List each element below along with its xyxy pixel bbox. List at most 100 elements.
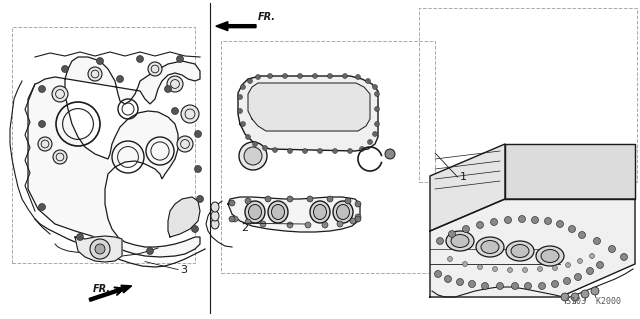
Circle shape	[147, 248, 154, 255]
Circle shape	[244, 147, 262, 165]
Circle shape	[322, 222, 328, 228]
Circle shape	[265, 196, 271, 202]
Circle shape	[367, 139, 372, 145]
Ellipse shape	[245, 201, 265, 223]
Text: 2: 2	[241, 223, 248, 233]
Polygon shape	[75, 236, 122, 262]
Ellipse shape	[541, 249, 559, 263]
Ellipse shape	[211, 211, 219, 221]
Circle shape	[303, 149, 307, 153]
Circle shape	[241, 122, 246, 127]
Circle shape	[237, 94, 243, 100]
Circle shape	[449, 231, 456, 238]
Circle shape	[38, 204, 45, 211]
Circle shape	[568, 226, 575, 233]
Circle shape	[385, 149, 395, 159]
FancyArrow shape	[89, 285, 132, 301]
Circle shape	[260, 221, 266, 227]
Circle shape	[525, 283, 531, 290]
Text: S103  K2000: S103 K2000	[566, 297, 621, 306]
Circle shape	[282, 73, 287, 78]
Circle shape	[545, 218, 552, 225]
Polygon shape	[238, 76, 378, 151]
Circle shape	[191, 226, 198, 233]
Circle shape	[575, 273, 582, 280]
Circle shape	[246, 135, 250, 139]
Circle shape	[596, 262, 604, 269]
Circle shape	[447, 256, 452, 262]
Polygon shape	[430, 144, 505, 231]
Circle shape	[518, 216, 525, 222]
Circle shape	[621, 254, 627, 261]
Circle shape	[345, 198, 351, 204]
Circle shape	[372, 85, 378, 90]
Circle shape	[164, 85, 172, 93]
Ellipse shape	[211, 219, 219, 229]
Circle shape	[593, 238, 600, 244]
Ellipse shape	[476, 237, 504, 257]
Circle shape	[355, 214, 361, 220]
FancyArrow shape	[216, 22, 256, 31]
Circle shape	[253, 142, 257, 146]
Circle shape	[248, 78, 253, 84]
Ellipse shape	[268, 201, 288, 223]
Circle shape	[245, 219, 251, 225]
Circle shape	[445, 276, 451, 283]
Ellipse shape	[248, 204, 262, 219]
Circle shape	[90, 239, 110, 259]
Circle shape	[571, 293, 579, 301]
Ellipse shape	[211, 202, 219, 212]
Circle shape	[196, 196, 204, 203]
Circle shape	[38, 121, 45, 128]
Circle shape	[581, 290, 589, 298]
Circle shape	[355, 201, 361, 207]
Circle shape	[312, 73, 317, 78]
Ellipse shape	[511, 244, 529, 257]
Circle shape	[268, 73, 273, 78]
Circle shape	[589, 254, 595, 258]
Circle shape	[372, 131, 378, 137]
Circle shape	[538, 266, 543, 271]
Circle shape	[317, 149, 323, 153]
Ellipse shape	[310, 201, 330, 223]
Circle shape	[262, 145, 268, 151]
Circle shape	[241, 85, 246, 90]
Circle shape	[374, 107, 380, 112]
Circle shape	[97, 57, 104, 64]
Circle shape	[538, 283, 545, 290]
Circle shape	[463, 226, 470, 233]
Circle shape	[586, 268, 593, 275]
Circle shape	[53, 150, 67, 164]
Circle shape	[477, 264, 483, 270]
Circle shape	[307, 196, 313, 202]
Circle shape	[88, 67, 102, 81]
Circle shape	[95, 244, 105, 254]
Circle shape	[181, 105, 199, 123]
Circle shape	[148, 62, 162, 76]
Circle shape	[229, 200, 235, 206]
Circle shape	[508, 268, 513, 272]
Circle shape	[579, 232, 586, 239]
Circle shape	[38, 137, 52, 151]
Circle shape	[609, 246, 616, 253]
Circle shape	[305, 222, 311, 228]
Circle shape	[435, 271, 442, 278]
Circle shape	[563, 278, 570, 285]
Circle shape	[195, 130, 202, 137]
Circle shape	[328, 73, 333, 78]
Polygon shape	[168, 197, 200, 237]
Ellipse shape	[333, 201, 353, 223]
Circle shape	[463, 262, 467, 266]
Circle shape	[239, 142, 267, 170]
Circle shape	[237, 108, 243, 114]
Circle shape	[298, 73, 303, 78]
Circle shape	[195, 166, 202, 173]
Text: 1: 1	[460, 172, 467, 182]
Circle shape	[177, 56, 184, 63]
Circle shape	[287, 222, 293, 228]
Circle shape	[374, 122, 380, 127]
Circle shape	[273, 147, 278, 152]
Ellipse shape	[481, 241, 499, 254]
Ellipse shape	[451, 234, 469, 248]
Circle shape	[136, 56, 143, 63]
